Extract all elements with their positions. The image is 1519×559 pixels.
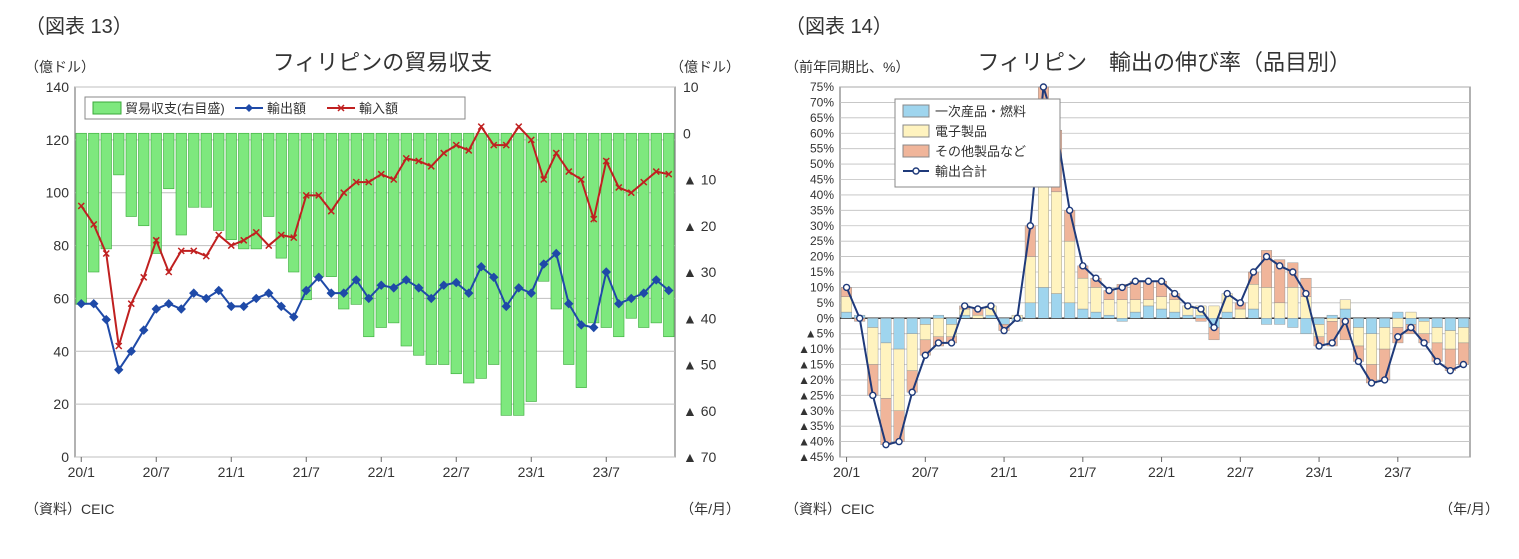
svg-text:▲ 60: ▲ 60 [683, 403, 717, 419]
svg-text:60: 60 [53, 290, 69, 306]
svg-text:20/1: 20/1 [68, 464, 95, 480]
svg-text:55%: 55% [810, 142, 834, 156]
svg-text:23/1: 23/1 [518, 464, 545, 480]
chart-title-14: フィリピン 輸出の伸び率（品目別） [909, 45, 1419, 77]
svg-text:20/7: 20/7 [912, 464, 939, 480]
x-unit-14: （年/月） [1439, 499, 1499, 519]
svg-text:45%: 45% [810, 173, 834, 187]
svg-text:21/1: 21/1 [990, 464, 1017, 480]
svg-text:22/1: 22/1 [368, 464, 395, 480]
svg-text:10: 10 [683, 79, 699, 95]
svg-text:22/1: 22/1 [1148, 464, 1175, 480]
svg-text:40%: 40% [810, 188, 834, 202]
svg-text:22/7: 22/7 [1227, 464, 1254, 480]
svg-text:▲ 30: ▲ 30 [683, 264, 717, 280]
svg-text:0: 0 [683, 125, 691, 141]
svg-text:▲ 70: ▲ 70 [683, 449, 717, 465]
svg-text:5%: 5% [817, 296, 835, 310]
svg-text:▲30%: ▲30% [798, 404, 834, 418]
svg-text:140: 140 [46, 79, 70, 95]
svg-text:70%: 70% [810, 95, 834, 109]
svg-text:貿易収支(右目盛): 貿易収支(右目盛) [125, 101, 225, 116]
svg-text:15%: 15% [810, 265, 834, 279]
svg-text:120: 120 [46, 132, 70, 148]
chart-svg-13: 020406080100120140▲ 70▲ 60▲ 50▲ 40▲ 30▲ … [25, 77, 725, 497]
svg-text:20: 20 [53, 396, 69, 412]
svg-text:0%: 0% [817, 311, 835, 325]
svg-text:10%: 10% [810, 280, 834, 294]
y-unit-14: （前年同期比、%） [785, 57, 909, 77]
svg-text:一次産品・燃料: 一次産品・燃料 [935, 104, 1026, 119]
svg-text:30%: 30% [810, 219, 834, 233]
svg-text:100: 100 [46, 185, 70, 201]
svg-text:▲ 40: ▲ 40 [683, 310, 717, 326]
fig-label-14: （図表 14） [785, 10, 1499, 39]
chart-title-13: フィリピンの貿易収支 [95, 45, 670, 77]
chart-area-13: 020406080100120140▲ 70▲ 60▲ 50▲ 40▲ 30▲ … [25, 77, 740, 497]
svg-text:35%: 35% [810, 203, 834, 217]
panel-chart14: （図表 14） （前年同期比、%） フィリピン 輸出の伸び率（品目別） ▲45%… [760, 0, 1519, 559]
svg-text:電子製品: 電子製品 [935, 124, 987, 139]
svg-text:▲45%: ▲45% [798, 450, 834, 464]
svg-text:▲20%: ▲20% [798, 373, 834, 387]
fig-label-13: （図表 13） [25, 10, 740, 39]
svg-text:20/7: 20/7 [143, 464, 170, 480]
svg-text:▲ 20: ▲ 20 [683, 218, 717, 234]
y-right-unit-13: （億ドル） [670, 57, 740, 77]
svg-text:21/1: 21/1 [218, 464, 245, 480]
svg-text:▲35%: ▲35% [798, 419, 834, 433]
svg-text:▲5%: ▲5% [805, 327, 835, 341]
svg-text:21/7: 21/7 [1069, 464, 1096, 480]
svg-text:▲25%: ▲25% [798, 388, 834, 402]
x-unit-13: （年/月） [680, 499, 740, 519]
svg-text:0: 0 [61, 449, 69, 465]
svg-text:75%: 75% [810, 80, 834, 94]
svg-text:80: 80 [53, 238, 69, 254]
svg-text:40: 40 [53, 343, 69, 359]
svg-text:60%: 60% [810, 126, 834, 140]
svg-text:輸出額: 輸出額 [267, 101, 306, 116]
svg-text:▲10%: ▲10% [798, 342, 834, 356]
chart-area-14: ▲45%▲40% ▲35%▲30% ▲25%▲20%▲15% ▲10%▲5% 0%5% 1… [785, 77, 1499, 497]
svg-text:輸入額: 輸入額 [359, 101, 398, 116]
page: （図表 13） （億ドル） フィリピンの貿易収支 （億ドル） 0 20 40 60 80… [0, 0, 1519, 559]
source-14: （資料）CEIC [785, 499, 874, 519]
svg-text:23/7: 23/7 [1384, 464, 1411, 480]
svg-text:▲40%: ▲40% [798, 435, 834, 449]
panel-chart13: （図表 13） （億ドル） フィリピンの貿易収支 （億ドル） 0 20 40 60 80… [0, 0, 760, 559]
chart-svg-14: ▲45%▲40% ▲35%▲30% ▲25%▲20%▲15% ▲10%▲5% 0%5% 1… [785, 77, 1485, 497]
svg-text:その他製品など: その他製品など [935, 144, 1026, 159]
svg-text:▲ 10: ▲ 10 [683, 172, 717, 188]
svg-text:▲15%: ▲15% [798, 358, 834, 372]
y-left-unit-13: （億ドル） [25, 57, 95, 77]
svg-text:輸出合計: 輸出合計 [935, 164, 987, 179]
svg-text:▲ 50: ▲ 50 [683, 357, 717, 373]
svg-text:22/7: 22/7 [443, 464, 470, 480]
source-13: （資料）CEIC [25, 499, 114, 519]
svg-text:25%: 25% [810, 234, 834, 248]
svg-text:20/1: 20/1 [833, 464, 860, 480]
svg-text:23/7: 23/7 [593, 464, 620, 480]
svg-text:65%: 65% [810, 111, 834, 125]
svg-text:20%: 20% [810, 250, 834, 264]
svg-text:21/7: 21/7 [293, 464, 320, 480]
svg-text:50%: 50% [810, 157, 834, 171]
svg-text:23/1: 23/1 [1305, 464, 1332, 480]
